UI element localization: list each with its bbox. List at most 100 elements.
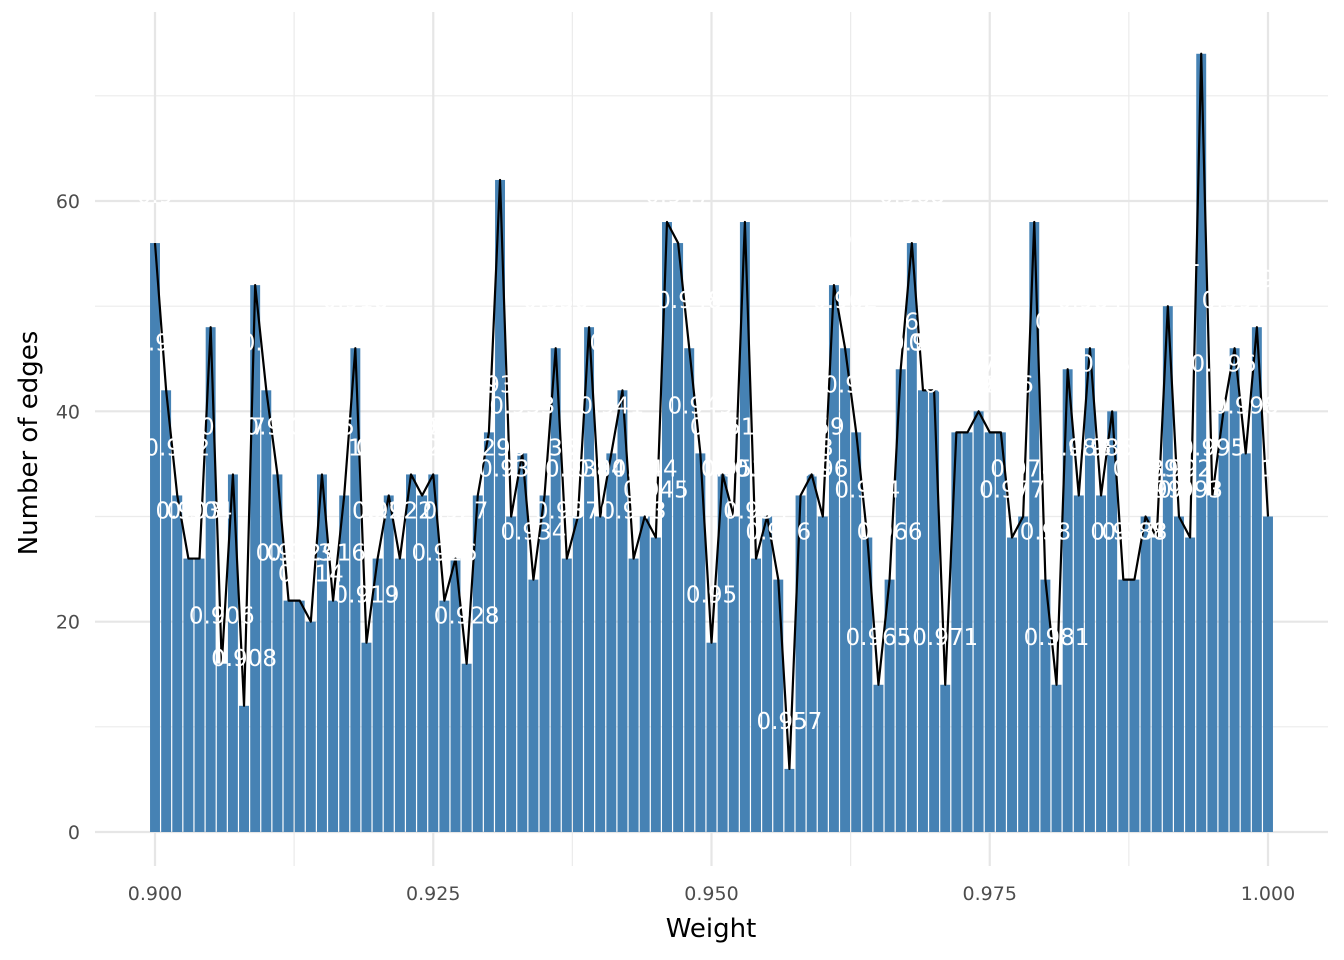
y-tick-label: 40 bbox=[56, 401, 80, 423]
bar bbox=[1118, 579, 1129, 832]
bar-label: 0.921 bbox=[356, 436, 422, 462]
bar-label: 0.903 bbox=[155, 499, 221, 525]
bar-label: 0.905 bbox=[178, 267, 244, 293]
bar-label: 0.935 bbox=[512, 436, 578, 462]
bar-label: 0.96 bbox=[797, 457, 848, 483]
bar-label: 0.981 bbox=[1024, 625, 1090, 651]
bar-label: 0.922 bbox=[367, 499, 433, 525]
bar-label: 0.959 bbox=[779, 414, 845, 440]
bar-label: 0.939 bbox=[556, 267, 622, 293]
bar bbox=[806, 474, 817, 832]
y-axis-title: Number of edges bbox=[14, 331, 44, 556]
bar-label: 0.94 bbox=[575, 457, 626, 483]
bar bbox=[428, 474, 439, 832]
bar bbox=[1207, 495, 1218, 832]
bar-label: 0.966 bbox=[857, 520, 923, 546]
bar bbox=[472, 495, 483, 832]
x-tick-label: 0.925 bbox=[406, 883, 460, 905]
bar-label: 0.934 bbox=[500, 520, 566, 546]
bar bbox=[817, 516, 828, 832]
bar bbox=[161, 390, 172, 832]
bar-label: 0.989 bbox=[1113, 457, 1179, 483]
bar-label: 0.97 bbox=[908, 330, 959, 356]
bar-label: 0.968 bbox=[879, 183, 945, 209]
bar bbox=[205, 327, 216, 832]
bars bbox=[150, 53, 1273, 833]
bar-label: 0.975 bbox=[957, 372, 1023, 398]
bar bbox=[1062, 369, 1073, 832]
bar bbox=[550, 348, 561, 832]
bar bbox=[1162, 306, 1173, 833]
bar-label: 0.932 bbox=[478, 457, 544, 483]
bar bbox=[862, 537, 873, 832]
bar-label: 0.927 bbox=[423, 499, 489, 525]
bar-labels: 0.90.9010.9020.9030.9040.9050.9060.9070.… bbox=[133, 10, 1290, 735]
bar-label: 0.948 bbox=[656, 288, 722, 314]
bar-label: 0.972 bbox=[923, 372, 989, 398]
bar bbox=[751, 558, 761, 832]
bar-label: 0.936 bbox=[523, 288, 589, 314]
bar bbox=[873, 684, 884, 832]
bar bbox=[339, 495, 350, 832]
bar bbox=[595, 516, 606, 832]
bar bbox=[762, 516, 773, 832]
bar-label: 0.985 bbox=[1068, 436, 1134, 462]
bar bbox=[1196, 53, 1207, 833]
bar bbox=[906, 243, 917, 833]
bar-label: 0.946 bbox=[634, 162, 700, 188]
bar-label: 0.929 bbox=[445, 436, 511, 462]
bar-label: 0.998 bbox=[1213, 393, 1279, 419]
bar-label: 0.996 bbox=[1191, 351, 1257, 377]
bar bbox=[773, 579, 784, 832]
bar bbox=[572, 516, 583, 832]
y-axis-ticks: 0 20 40 60 bbox=[56, 191, 80, 844]
bar-label: 0.956 bbox=[745, 520, 811, 546]
bar bbox=[350, 348, 361, 832]
bar-label: 0.984 bbox=[1057, 288, 1123, 314]
bar-label: 0.93 bbox=[463, 372, 514, 398]
bar-label: 0.973 bbox=[935, 372, 1001, 398]
bar bbox=[305, 621, 316, 832]
y-tick-label: 20 bbox=[56, 612, 80, 634]
bar bbox=[383, 495, 394, 832]
bar-label: 0.942 bbox=[590, 330, 656, 356]
bar-label: 0.928 bbox=[434, 604, 500, 630]
bar-label: 0.913 bbox=[267, 541, 333, 567]
bar bbox=[1084, 348, 1095, 832]
bar-label: 0.944 bbox=[612, 457, 678, 483]
bar-label: 0.908 bbox=[211, 646, 277, 672]
bar bbox=[973, 411, 984, 832]
bar-label: 0.987 bbox=[1090, 520, 1156, 546]
bar bbox=[283, 600, 294, 832]
bar bbox=[417, 495, 428, 832]
bar-label: 0.933 bbox=[489, 393, 555, 419]
bar-label: 0.9 bbox=[137, 183, 174, 209]
bar-label: 0.907 bbox=[200, 414, 266, 440]
bar bbox=[639, 516, 650, 832]
bar-label: 1 bbox=[1261, 457, 1276, 483]
bar bbox=[695, 453, 706, 832]
bar bbox=[628, 558, 639, 832]
bar bbox=[706, 642, 717, 832]
bar bbox=[372, 558, 383, 832]
bar bbox=[316, 474, 327, 832]
bar bbox=[150, 243, 160, 833]
bar-label: 0.967 bbox=[868, 309, 934, 335]
bar bbox=[506, 516, 517, 832]
bar bbox=[784, 768, 795, 832]
bar-label: 0.901 bbox=[133, 330, 199, 356]
bar bbox=[940, 684, 951, 832]
bar-label: 0.994 bbox=[1168, 10, 1234, 36]
bar-label: 0.964 bbox=[834, 478, 900, 504]
y-tick-label: 60 bbox=[56, 191, 80, 213]
bar-label: 0.91 bbox=[241, 330, 292, 356]
bar bbox=[1129, 579, 1140, 832]
bar bbox=[172, 495, 183, 832]
bar-label: 0.961 bbox=[801, 225, 867, 251]
bar-label: 0.951 bbox=[690, 414, 756, 440]
bar-label: 0.919 bbox=[334, 583, 400, 609]
bar-label: 0.98 bbox=[1020, 520, 1071, 546]
bar bbox=[227, 474, 238, 832]
bar bbox=[361, 642, 372, 832]
bar bbox=[450, 558, 461, 832]
